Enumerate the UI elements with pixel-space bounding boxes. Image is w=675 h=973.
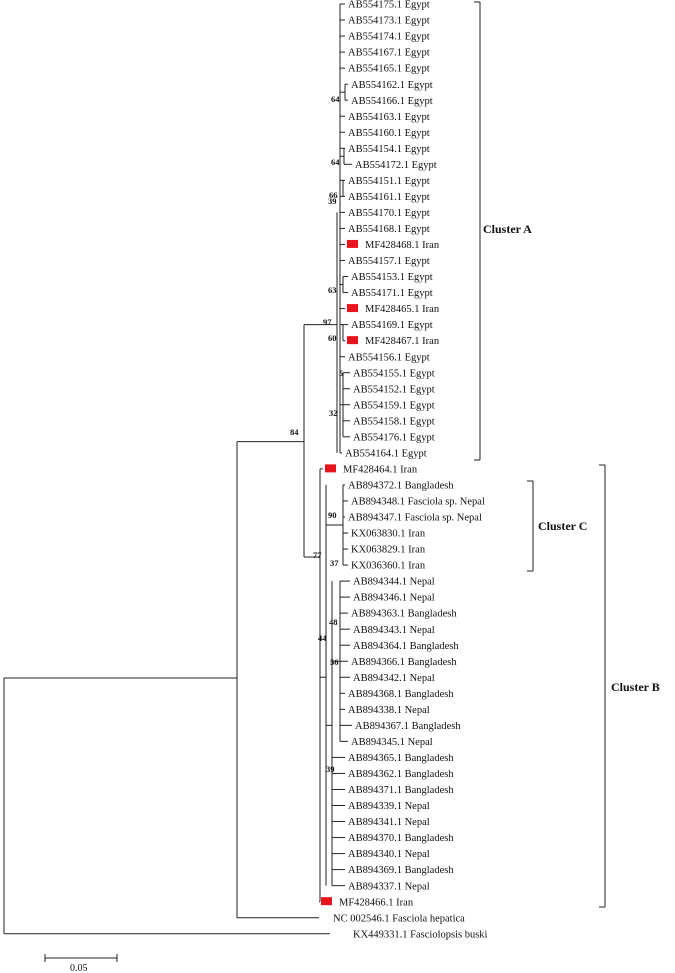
cluster-c-label: Cluster C [538, 519, 587, 533]
iran-marker [325, 464, 336, 473]
leaf-label: AB894341.1 Nepal [348, 817, 430, 828]
scale-bar-label: 0.05 [70, 963, 88, 973]
leaf-label: AB554160.1 Egypt [348, 128, 430, 139]
leaf-label: AB894371.1 Bangladesh [348, 785, 454, 796]
leaf-label: AB894366.1 Bangladesh [351, 657, 457, 668]
bootstrap-value: 48 [329, 617, 338, 627]
leaf-label: AB894346.1 Nepal [353, 593, 435, 604]
leaf-label: AB894348.1 Fasciola sp. Nepal [351, 497, 485, 508]
leaf-label: KX036360.1 Iran [351, 561, 426, 572]
leaf-label: AB894340.1 Nepal [348, 849, 430, 860]
iran-marker [321, 897, 332, 906]
scale-bar: 0.05 [44, 954, 118, 973]
leaf-label: AB554167.1 Egypt [348, 48, 430, 59]
bootstrap-value: 39 [328, 196, 337, 206]
iran-marker [347, 239, 358, 248]
leaf-label: AB894342.1 Nepal [353, 673, 435, 684]
leaf-label: AB554162.1 Egypt [351, 80, 433, 91]
bootstrap-value: 37 [330, 558, 339, 568]
leaf-label: AB894372.1 Bangladesh [348, 481, 454, 492]
iran-marker [347, 304, 358, 313]
bootstrap-value: 97 [323, 317, 332, 327]
bootstrap-value: 32 [329, 408, 338, 418]
bootstrap-value: 90 [328, 510, 337, 520]
leaf-label: AB894339.1 Nepal [348, 801, 430, 812]
leaf-label: AB894365.1 Bangladesh [348, 753, 454, 764]
leaf-label: AB894370.1 Bangladesh [348, 833, 454, 844]
leaf-label: AB554154.1 Egypt [348, 144, 430, 155]
leaf-label: AB554171.1 Egypt [351, 288, 433, 299]
leaf-label: AB554158.1 Egypt [353, 416, 435, 427]
bootstrap-value: 63 [328, 285, 337, 295]
iran-markers [321, 239, 358, 906]
leaf-label: AB554174.1 Egypt [348, 32, 430, 43]
leaf-label: AB554164.1 Egypt [345, 448, 427, 459]
leaf-label: AB554156.1 Egypt [348, 352, 430, 363]
leaf-label: AB894337.1 Nepal [348, 881, 430, 892]
leaf-label: AB894363.1 Bangladesh [351, 609, 457, 620]
leaf-labels: AB554175.1 Egypt AB554173.1 Egypt AB554174… [333, 0, 488, 940]
bootstrap-value: 39 [326, 764, 335, 774]
leaf-label: MF428464.1 Iran [343, 464, 418, 475]
leaf-label: MF428468.1 Iran [365, 240, 440, 251]
leaf-label: AB894344.1 Nepal [353, 577, 435, 588]
leaf-label: AB894368.1 Bangladesh [348, 689, 454, 700]
bootstrap-value: 77 [313, 550, 322, 560]
leaf-label: AB554159.1 Egypt [353, 400, 435, 411]
leaf-label: AB554161.1 Egypt [348, 192, 430, 203]
leaf-label: MF428466.1 Iran [339, 897, 414, 908]
leaf-label: AB894362.1 Bangladesh [348, 769, 454, 780]
leaf-label: KX063829.1 Iran [351, 545, 426, 556]
tree-branches [3, 3, 352, 935]
leaf-label: AB554152.1 Egypt [353, 384, 435, 395]
bootstrap-value: 5 [339, 368, 343, 378]
iran-marker [347, 336, 358, 345]
cluster-a-label: Cluster A [483, 222, 532, 236]
leaf-label: AB554169.1 Egypt [351, 320, 433, 331]
leaf-label: AB894345.1 Nepal [351, 737, 433, 748]
leaf-label: MF428467.1 Iran [365, 336, 440, 347]
bootstrap-value: 56 [330, 657, 339, 667]
bootstrap-value: 60 [328, 333, 337, 343]
leaf-label: MF428465.1 Iran [365, 304, 440, 315]
bootstrap-value: 44 [318, 633, 327, 643]
leaf-label: AB894338.1 Nepal [348, 705, 430, 716]
cluster-b-label: Cluster B [611, 680, 660, 694]
leaf-label: NC 002546.1 Fasciola hepatica [333, 913, 465, 924]
leaf-label: AB894369.1 Bangladesh [348, 865, 454, 876]
leaf-label: AB554175.1 Egypt [348, 0, 430, 11]
leaf-label: AB894364.1 Bangladesh [353, 641, 459, 652]
bootstrap-value: 66 [329, 190, 338, 200]
leaf-label: AB554176.1 Egypt [353, 432, 435, 443]
leaf-label: AB554172.1 Egypt [355, 160, 437, 171]
leaf-label: AB554157.1 Egypt [348, 256, 430, 267]
cluster-brackets: Cluster A Cluster C Cluster B [474, 1, 660, 908]
leaf-label: AB554173.1 Egypt [348, 16, 430, 27]
bootstrap-value: 64 [331, 94, 340, 104]
leaf-label: AB554168.1 Egypt [348, 224, 430, 235]
bootstrap-value: 84 [290, 427, 299, 437]
leaf-label: AB894367.1 Bangladesh [355, 721, 461, 732]
leaf-label: AB554163.1 Egypt [348, 112, 430, 123]
leaf-label: AB894347.1 Fasciola sp. Nepal [348, 513, 482, 524]
leaf-label: KX449331.1 Fasciolopsis buski [353, 929, 488, 940]
leaf-label: AB554170.1 Egypt [348, 208, 430, 219]
leaf-label: KX063830.1 Iran [351, 529, 426, 540]
leaf-label: AB554166.1 Egypt [351, 96, 433, 107]
leaf-label: AB554165.1 Egypt [348, 64, 430, 75]
leaf-label: AB554153.1 Egypt [351, 272, 433, 283]
bootstrap-value: 64 [331, 157, 340, 167]
leaf-label: AB894343.1 Nepal [353, 625, 435, 636]
leaf-label: AB554155.1 Egypt [353, 368, 435, 379]
leaf-label: AB554151.1 Egypt [348, 176, 430, 187]
